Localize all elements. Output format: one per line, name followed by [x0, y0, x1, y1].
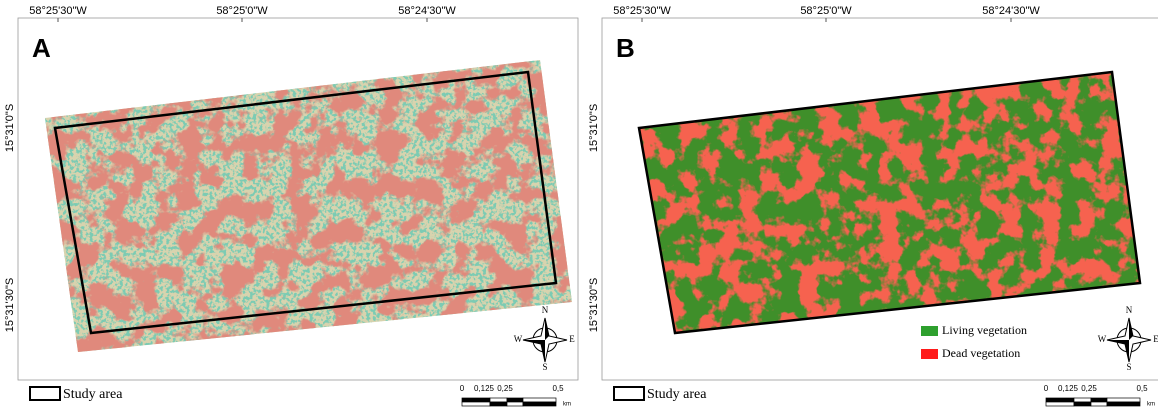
scale-seg: [461, 397, 491, 403]
compass-w: W: [1098, 334, 1107, 344]
scale-label: 0: [1044, 384, 1049, 393]
compass-s: S: [1126, 362, 1131, 372]
scale-seg: [1106, 397, 1141, 403]
y-coord-label: 15°31'0"S: [588, 104, 600, 152]
scale-seg: [1090, 397, 1108, 403]
y-coord-label: 15°31'0"S: [4, 104, 16, 152]
scale-label: 0,5: [1136, 384, 1148, 393]
legend-swatch: [921, 349, 938, 359]
scale-label: 0,125: [474, 384, 495, 393]
scale-seg: [1045, 401, 1075, 407]
compass-star-fill: [523, 318, 549, 362]
x-coord-label: 58°25'0"W: [800, 5, 852, 17]
scale-seg: [1045, 397, 1075, 403]
panel-letter: B: [616, 33, 635, 63]
x-coord-label: 58°25'30"W: [613, 5, 671, 17]
map-frame: [17, 17, 579, 381]
scale-label: 0: [460, 384, 465, 393]
scale-unit: km: [1147, 402, 1155, 407]
scale-seg: [1106, 401, 1141, 407]
x-coord-label: 58°25'30"W: [29, 5, 87, 17]
legend-label: Dead vegetation: [942, 346, 1020, 360]
study-area-label: Study area: [63, 387, 123, 402]
x-coord-label: 58°24'30"W: [398, 5, 456, 17]
y-coord-label: 15°31'30"S: [588, 278, 600, 332]
scale-seg: [506, 397, 524, 403]
compass-s: S: [542, 362, 547, 372]
compass-w: W: [514, 334, 523, 344]
panel-letter: A: [32, 33, 51, 63]
scale-label: 0,25: [1081, 384, 1097, 393]
study-area-outline: [53, 70, 558, 335]
scale-seg: [1090, 401, 1108, 407]
compass-n: N: [542, 305, 549, 315]
study-area-swatch: [29, 386, 61, 401]
legend-label: Living vegetation: [942, 323, 1027, 337]
compass-star-fill: [1107, 318, 1133, 362]
study-area-swatch: [613, 386, 645, 401]
scale-seg: [506, 401, 524, 407]
map-frame: [601, 17, 1158, 381]
scale-seg: [522, 397, 557, 403]
scale-seg: [522, 401, 557, 407]
x-coord-label: 58°25'0"W: [216, 5, 268, 17]
legend-swatch: [921, 326, 938, 336]
x-coord-label: 58°24'30"W: [982, 5, 1040, 17]
study-area-outline: [637, 70, 1142, 335]
compass-e: E: [569, 334, 575, 344]
compass-e: E: [1153, 334, 1158, 344]
scale-label: 0,25: [497, 384, 513, 393]
scale-unit: km: [563, 402, 571, 407]
scale-label: 0,125: [1058, 384, 1079, 393]
y-coord-label: 15°31'30"S: [4, 278, 16, 332]
scale-seg: [1073, 401, 1092, 407]
scale-seg: [489, 397, 508, 403]
compass-n: N: [1126, 305, 1133, 315]
imagery-red: [45, 60, 572, 352]
dead-area: [639, 72, 1140, 333]
scale-label: 0,5: [552, 384, 564, 393]
scale-seg: [489, 401, 508, 407]
study-area-label: Study area: [647, 387, 707, 402]
scale-seg: [1073, 397, 1092, 403]
scale-seg: [461, 401, 491, 407]
